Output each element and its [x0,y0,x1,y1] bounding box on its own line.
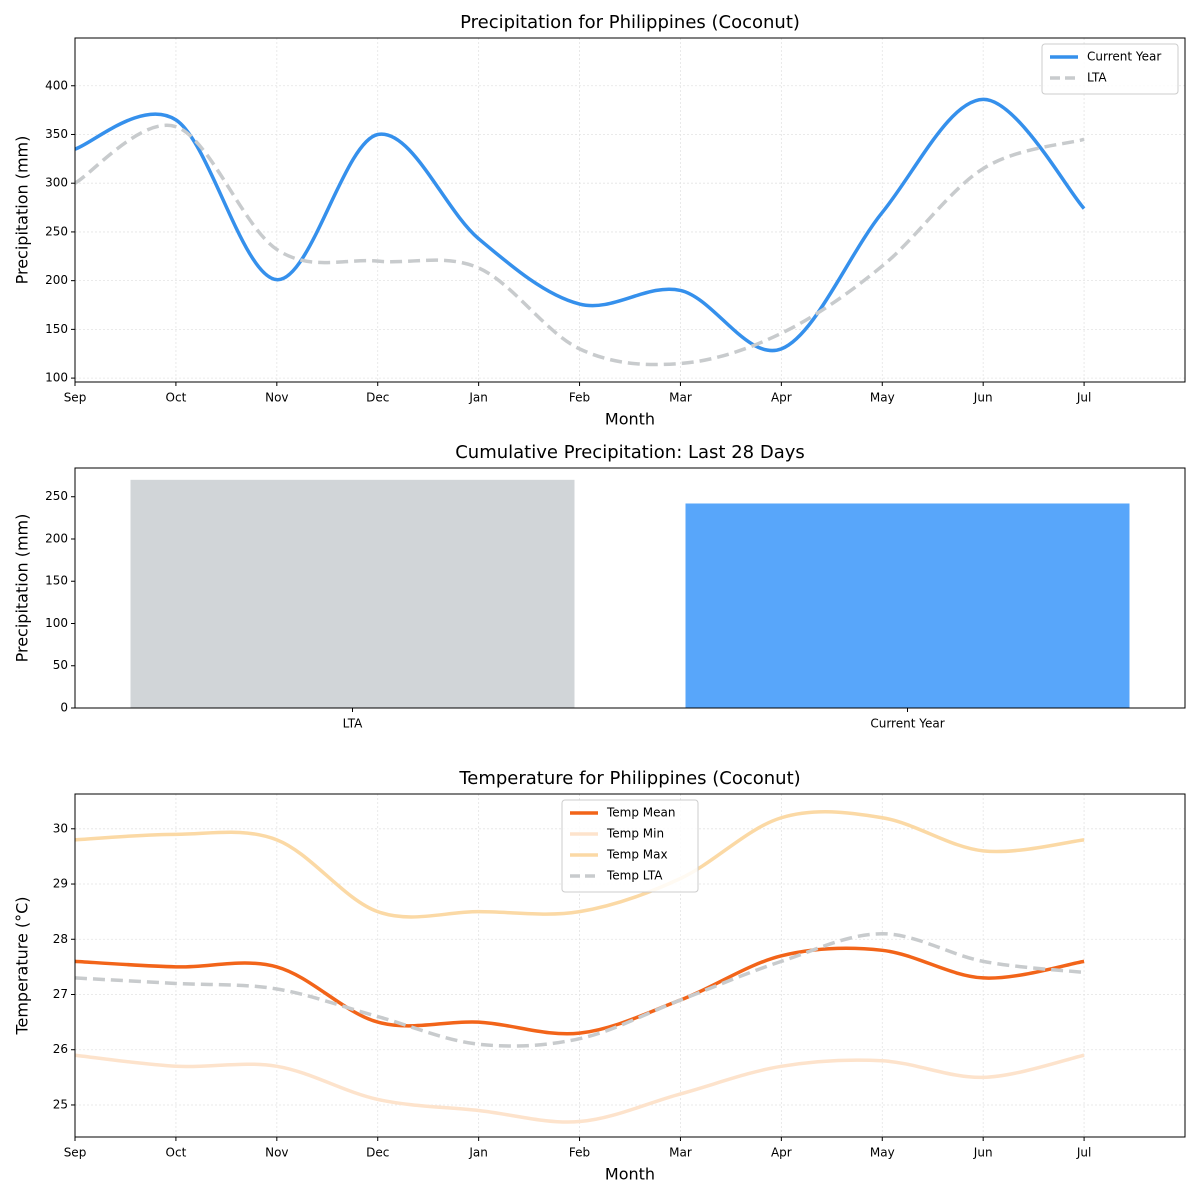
x-tick-label: Jul [1076,391,1091,405]
y-tick-label: 200 [45,273,68,287]
y-axis-label: Precipitation (mm) [13,136,32,285]
bar [130,479,575,708]
x-tick-label: Jun [973,1146,993,1160]
plot-frame [74,467,1186,709]
y-tick-label: 30 [53,821,68,835]
plot-frame [74,793,1186,1138]
x-tick-label: Jul [1076,1146,1091,1160]
y-axis-label: Precipitation (mm) [13,514,32,663]
x-tick-label: Jan [468,391,488,405]
y-tick-label: 250 [45,224,68,238]
legend-label: LTA [1087,71,1107,85]
x-tick-label: May [870,1146,895,1160]
x-axis-label: Month [605,1165,655,1184]
subplot: Temperature for Philippines (Coconut) Tem… [13,768,1186,1184]
y-tick-label: 29 [53,877,68,891]
legend-label: Temp Mean [606,806,676,820]
x-axis-label: Month [605,410,655,429]
y-tick-label: 250 [45,489,68,503]
chart-title: Precipitation for Philippines (Coconut) [460,12,800,33]
x-tick-label: Sep [64,1146,87,1160]
series-line [74,97,1086,353]
y-tick-label: 150 [45,574,68,588]
y-tick-label: 200 [45,531,68,545]
chart-title: Temperature for Philippines (Coconut) [458,768,800,789]
x-tick-label: Feb [569,1146,590,1160]
x-tick-label: Dec [366,1146,389,1160]
legend: Current Year LTA [1041,43,1179,95]
plot-frame [74,37,1186,383]
x-tick-label: Mar [669,391,692,405]
x-tick-label: Oct [166,1146,187,1160]
x-tick-label: Apr [771,391,792,405]
x-tick-label: Nov [265,391,288,405]
legend-label: Current Year [1087,50,1161,64]
series-line [74,946,1085,1036]
y-tick-label: 100 [45,616,68,630]
legend-label: Temp Min [606,827,664,841]
bar [685,503,1130,708]
legend-label: Temp LTA [606,869,663,883]
x-tick-label: LTA [343,717,363,731]
y-tick-label: 300 [45,176,68,190]
series-line [74,931,1085,1048]
series-line [74,123,1085,367]
y-tick-label: 26 [53,1042,68,1056]
chart-title: Cumulative Precipitation: Last 28 Days [455,442,805,463]
subplot: Cumulative Precipitation: Last 28 Days Pr… [13,442,1186,731]
y-tick-label: 100 [45,371,68,385]
series-line [74,810,1085,919]
legend-label: Temp Max [606,848,668,862]
y-tick-label: 400 [45,78,68,92]
y-tick-label: 350 [45,127,68,141]
x-tick-label: Jan [468,1146,488,1160]
x-tick-label: Nov [265,1146,288,1160]
subplot: Precipitation for Philippines (Coconut) P… [13,12,1186,429]
y-axis-label: Temperature (°C) [13,896,32,1035]
y-tick-label: 28 [53,932,68,946]
x-tick-label: Feb [569,391,590,405]
y-tick-label: 27 [53,987,68,1001]
legend: Temp Mean Temp Min Temp Max Temp LTA [561,799,699,893]
x-tick-label: Current Year [870,717,944,731]
x-tick-label: Dec [366,391,389,405]
x-tick-label: Mar [669,1146,692,1160]
y-tick-label: 50 [53,658,68,672]
x-tick-label: Jun [973,391,993,405]
x-tick-label: Apr [771,1146,792,1160]
x-tick-label: Sep [64,391,87,405]
y-tick-label: 150 [45,322,68,336]
x-tick-label: May [870,391,895,405]
series-line [74,1053,1085,1124]
legend-box [561,799,699,893]
y-tick-label: 25 [53,1097,68,1111]
x-tick-label: Oct [166,391,187,405]
y-tick-label: 0 [60,701,68,715]
